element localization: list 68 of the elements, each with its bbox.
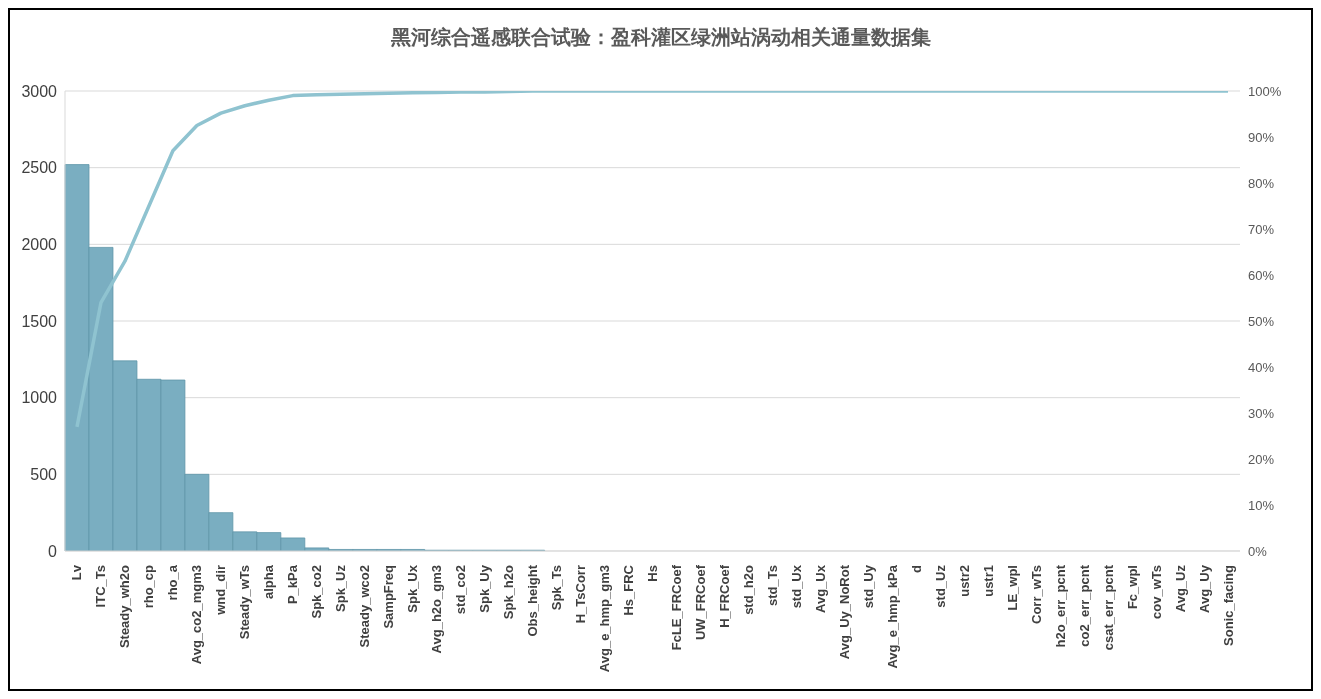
x-tick-label: d	[908, 564, 924, 573]
x-tick-label: ITC_Ts	[93, 565, 109, 608]
x-tick-label: Corr_wTs	[1028, 565, 1044, 624]
y2-tick-label: 20%	[1248, 451, 1275, 467]
x-tick-label: Spk_Uy	[477, 564, 493, 613]
x-tick-label: ustr1	[980, 565, 996, 597]
chart-title: 黑河综合遥感联合试验：盈科灌区绿洲站涡动相关通量数据集	[389, 25, 932, 50]
x-tick-label: cov_wTs	[1148, 565, 1164, 619]
x-tick-label: rho_a	[165, 564, 181, 601]
y-tick-label: 2500	[21, 159, 58, 177]
y-tick-label: 500	[30, 466, 58, 484]
x-tick-label: ustr2	[956, 565, 972, 597]
x-tick-label: Avg_co2_mgm3	[189, 565, 205, 665]
x-tick-label: Avg_Uy	[1196, 564, 1212, 613]
y-tick-label: 3000	[21, 82, 58, 100]
x-tick-label: Spk_h2o	[501, 564, 517, 620]
x-tick-label: Avg_e_hmp_gm3	[597, 565, 613, 673]
y-tick-label: 2000	[21, 236, 58, 254]
y-tick-label: 1500	[21, 312, 58, 330]
x-tick-label: h2o_err_pcnt	[1052, 564, 1068, 648]
y2-tick-label: 50%	[1248, 313, 1275, 329]
x-tick-label: Avg_Uz	[1172, 564, 1188, 613]
x-tick-label: std_Ts	[764, 565, 780, 606]
y-tick-label: 1000	[21, 389, 58, 407]
x-tick-label: co2_err_pcnt	[1076, 564, 1092, 647]
x-tick-label: Spk_Ux	[405, 564, 421, 613]
y2-tick-label: 30%	[1248, 405, 1275, 421]
y2-tick-label: 90%	[1248, 129, 1275, 145]
x-tick-label: FcLE_FRCoef	[668, 564, 684, 651]
x-tick-label: Spk_co2	[309, 565, 325, 619]
x-tick-label: Avg_h2o_gm3	[429, 565, 445, 654]
x-tick-label: Avg_Ux	[812, 564, 828, 613]
x-tick-label: std_Ux	[788, 564, 804, 609]
x-tick-label: UW_FRCoef	[692, 564, 708, 641]
x-tick-label: csat_err_pcnt	[1100, 564, 1116, 651]
x-tick-label: std_Uz	[932, 564, 948, 608]
x-tick-label: H_FRCoef	[716, 564, 732, 628]
y2-tick-label: 60%	[1248, 267, 1275, 283]
y2-tick-label: 70%	[1248, 221, 1275, 237]
x-tick-label: alpha	[261, 564, 277, 599]
x-tick-label: LE_wpl	[1004, 565, 1020, 611]
x-tick-label: Fc_wpl	[1124, 565, 1140, 610]
x-tick-label: H_TsCorr	[573, 565, 589, 624]
x-tick-label: Hs	[645, 565, 660, 582]
y2-tick-label: 100%	[1248, 83, 1282, 99]
x-tick-label: Hs_FRC	[621, 564, 637, 616]
x-tick-label: Obs_height	[525, 564, 541, 637]
x-tick-label: Avg_Uy_NoRot	[836, 564, 852, 660]
x-tick-label: std_co2	[453, 565, 469, 615]
x-tick-label: Steady_wh2o	[117, 564, 133, 649]
x-tick-label: P_kPa	[285, 564, 301, 605]
x-tick-label: SampFreq	[381, 564, 397, 629]
x-tick-label: Steady_wco2	[357, 565, 373, 648]
y2-tick-label: 80%	[1248, 175, 1275, 191]
y-tick-label: 0	[48, 542, 58, 560]
x-tick-label: std_Uy	[860, 564, 876, 609]
x-tick-label: Spk_Ts	[549, 565, 565, 611]
x-tick-label: wnd_dir	[213, 565, 229, 616]
y2-tick-label: 40%	[1248, 359, 1275, 375]
x-tick-label: Avg_e_hmp_kPa	[884, 564, 900, 669]
x-tick-label: Spk_Uz	[333, 564, 349, 612]
x-tick-label: Steady_wTs	[237, 565, 253, 640]
x-tick-label: Sonic_facing	[1220, 564, 1236, 646]
x-tick-label: std_h2o	[740, 564, 756, 615]
x-tick-label: rho_cp	[141, 564, 157, 609]
y2-tick-label: 0%	[1248, 543, 1268, 559]
x-tick-label: Lv	[69, 564, 85, 581]
y2-tick-label: 10%	[1248, 497, 1275, 513]
